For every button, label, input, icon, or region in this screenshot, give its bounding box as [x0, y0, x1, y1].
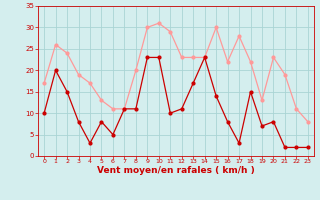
X-axis label: Vent moyen/en rafales ( km/h ): Vent moyen/en rafales ( km/h )	[97, 166, 255, 175]
